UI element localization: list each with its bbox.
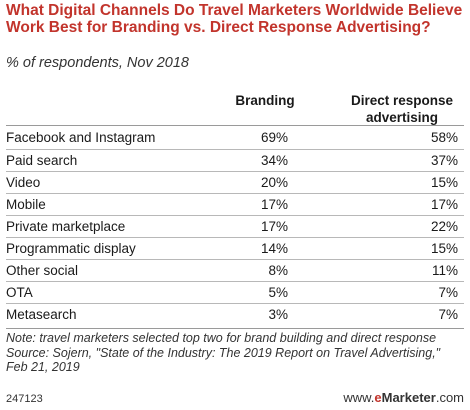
branding-value: 69% (260, 130, 288, 145)
direct-response-value: 7% (438, 307, 458, 322)
row-label: Facebook and Instagram (6, 130, 156, 145)
table-row: Facebook and Instagram 69% 58% (6, 127, 464, 149)
row-label: OTA (6, 285, 33, 300)
brand-logo: www.eMarketer.com (343, 390, 464, 405)
direct-response-value: 11% (431, 263, 458, 278)
direct-response-value: 17% (430, 197, 458, 212)
direct-response-value: 15% (430, 241, 458, 256)
row-label: Mobile (6, 197, 46, 212)
row-label: Private marketplace (6, 219, 126, 234)
row-label: Metasearch (6, 307, 77, 322)
table-row: Video 20% 15% (6, 171, 464, 193)
table-row: Metasearch 3% 7% (6, 303, 464, 325)
brand-prefix: www. (343, 390, 375, 405)
branding-value: 34% (260, 153, 288, 168)
column-header-direct-response: Direct response advertising (350, 93, 454, 125)
branding-value: 3% (268, 307, 288, 322)
branding-value: 17% (260, 219, 288, 234)
branding-value: 5% (268, 285, 288, 300)
table-row: Private marketplace 17% 22% (6, 215, 464, 237)
chart-title: What Digital Channels Do Travel Marketer… (6, 2, 463, 36)
direct-response-value: 7% (438, 285, 458, 300)
row-label: Video (6, 175, 41, 190)
notes-block: Note: travel marketers selected top two … (6, 331, 464, 375)
direct-response-value: 58% (430, 130, 458, 145)
brand-main: Marketer (381, 390, 436, 405)
table-row: Programmatic display 14% 15% (6, 237, 464, 259)
chart-id: 247123 (6, 393, 43, 405)
table-row: OTA 5% 7% (6, 281, 464, 303)
direct-response-value: 37% (430, 153, 458, 168)
row-label: Programmatic display (6, 241, 136, 256)
brand-e: e (374, 390, 382, 405)
direct-response-value: 22% (430, 219, 458, 234)
branding-value: 14% (260, 241, 288, 256)
branding-value: 17% (260, 197, 288, 212)
branding-value: 20% (260, 175, 288, 190)
row-label: Other social (6, 263, 79, 278)
header-divider (6, 125, 464, 126)
brand-suffix: .com (435, 390, 464, 405)
source-text: Source: Sojern, "State of the Industry: … (6, 345, 441, 375)
table-row: Mobile 17% 17% (6, 193, 464, 215)
direct-response-value: 15% (430, 175, 458, 190)
column-header-branding: Branding (235, 93, 295, 108)
branding-value: 8% (268, 263, 288, 278)
table-row: Other social 8% 11% (6, 259, 464, 281)
table-row: Paid search 34% 37% (6, 149, 464, 171)
table-bottom-divider (6, 328, 464, 329)
note-text: Note: travel marketers selected top two … (6, 331, 437, 345)
chart-subtitle: % of respondents, Nov 2018 (6, 55, 189, 71)
row-label: Paid search (6, 153, 78, 168)
